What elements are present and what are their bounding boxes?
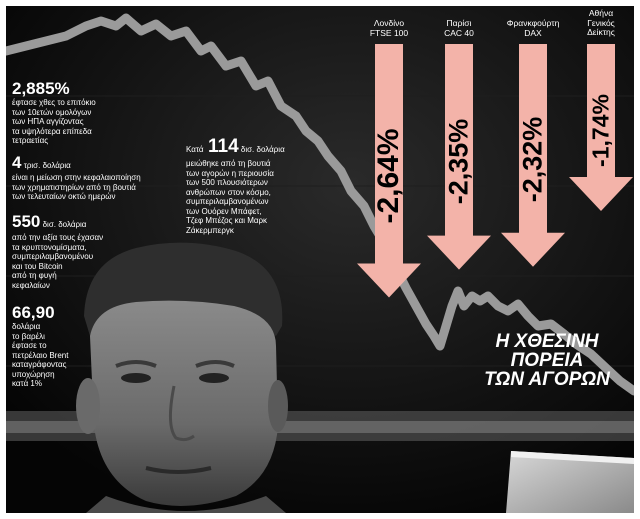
stat-line: Τζεφ Μπέζος και Μαρκ bbox=[186, 216, 268, 225]
stat-oil-value: 66,90 bbox=[12, 303, 55, 322]
stat-rate: 2,885% έφτασε χθες το επιτόκιο των 10ετώ… bbox=[12, 80, 96, 146]
headline-line: ΤΩΝ ΑΓΟΡΩΝ bbox=[484, 369, 610, 390]
stat-line: το βαρέλι bbox=[12, 331, 45, 341]
stat-line: των Ουόρεν Μπάφετ, bbox=[186, 206, 262, 216]
stat-line: των ΗΠΑ αγγίζοντας bbox=[12, 117, 84, 126]
stat-oil: 66,90 δολάρια το βαρέλι έφτασε το πετρέλ… bbox=[12, 304, 68, 389]
market-index: Γενικός bbox=[587, 17, 615, 28]
stat-line: των 500 πλουσιότερων bbox=[186, 178, 268, 187]
stat-line: και του Bitcoin bbox=[12, 261, 63, 271]
stat-line: είναι η μείωση στην κεφαλαιοποίηση bbox=[12, 173, 141, 182]
market-city: Παρίσι bbox=[446, 18, 472, 28]
stat-crypto: 550 δισ. δολάρια από την αξία τους έχασα… bbox=[12, 212, 104, 290]
stat-crypto-value: 550 bbox=[12, 212, 41, 231]
market-change-paris: -2,35% bbox=[443, 118, 474, 205]
stat-line: έφτασε χθες το επιτόκιο bbox=[12, 98, 96, 107]
market-index: DAX bbox=[524, 27, 542, 38]
headline-line: Η ΧΘΕΣΙΝΗ bbox=[495, 331, 599, 352]
stat-billionaires-prefix: Κατά bbox=[186, 145, 204, 154]
stat-line: των χρηματιστηρίων από τη βουτιά bbox=[12, 182, 136, 192]
stat-line: τα υψηλότερα επίπεδα bbox=[12, 126, 92, 136]
market-label-frankfurt: Φρανκφούρτη DAX bbox=[498, 18, 568, 38]
market-city: Φρανκφούρτη bbox=[506, 18, 560, 28]
infographic: 2,885% έφτασε χθες το επιτόκιο των 10ετώ… bbox=[6, 6, 634, 513]
market-index: FTSE 100 bbox=[369, 27, 409, 38]
stat-line: Ζάκερμπεργκ bbox=[186, 225, 234, 235]
market-city: Αθήνα bbox=[588, 8, 614, 18]
stat-line: τετραετίας bbox=[12, 136, 49, 145]
arrow-london bbox=[357, 44, 421, 298]
stat-line: κατά 1% bbox=[12, 379, 42, 388]
headline: Η ΧΘΕΣΙΝΗ ΠΟΡΕΙΑ ΤΩΝ ΑΓΟΡΩΝ bbox=[472, 332, 622, 389]
market-change-athens: -1,74% bbox=[587, 94, 614, 168]
stat-line: πετρέλαιο Brent bbox=[12, 350, 69, 360]
stat-market-cap: 4 τρισ. δολάρια είναι η μείωση στην κεφα… bbox=[12, 153, 141, 202]
market-index: CAC 40 bbox=[444, 27, 474, 38]
stat-line: των τελευταίων οκτώ ημερών bbox=[12, 192, 116, 201]
stat-billionaires-value: 114 bbox=[208, 136, 239, 157]
stat-line: από την αξία τους έχασαν bbox=[12, 233, 104, 242]
monitor bbox=[506, 451, 634, 513]
market-index: Δείκτης bbox=[587, 27, 615, 37]
stat-line: ανθρώπων στον κόσμο, bbox=[186, 187, 271, 197]
stat-rate-value: 2,885% bbox=[12, 79, 70, 98]
market-label-athens: Αθήνα Γενικός Δείκτης bbox=[568, 8, 634, 38]
stat-line: των 10ετών ομολόγων bbox=[12, 107, 92, 117]
stat-line: των αγορών η περιουσία bbox=[186, 168, 274, 178]
arrow-frankfurt bbox=[501, 44, 565, 267]
market-city: Λονδίνο bbox=[373, 18, 405, 28]
market-label-paris: Παρίσι CAC 40 bbox=[426, 18, 492, 38]
arrow-paris bbox=[427, 44, 491, 270]
stat-line: δολάρια bbox=[12, 322, 41, 331]
stat-crypto-unit: δισ. δολάρια bbox=[40, 220, 87, 229]
stat-line: καταγράφοντας bbox=[12, 360, 67, 369]
stat-line: μειώθηκε από τη βουτιά bbox=[186, 159, 271, 168]
stat-line: έφτασε το bbox=[12, 341, 47, 350]
stat-market-cap-value: 4 bbox=[12, 153, 22, 172]
arrow-athens bbox=[569, 44, 633, 212]
trader-head bbox=[76, 242, 288, 513]
stat-line: από τη φυγή bbox=[12, 271, 57, 280]
stat-line: τα κρυπτονομίσματα, bbox=[12, 242, 87, 252]
stat-line: συμπεριλαμβανομένων bbox=[186, 197, 269, 206]
stat-market-cap-unit: τρισ. δολάρια bbox=[21, 161, 71, 170]
market-label-london: Λονδίνο FTSE 100 bbox=[354, 18, 424, 38]
stat-line: συμπεριλαμβανομένου bbox=[12, 252, 94, 261]
market-change-london: -2,64% bbox=[372, 128, 405, 224]
stat-billionaires: Κατά 114 δισ. δολάρια μειώθηκε από τη βο… bbox=[186, 136, 285, 235]
headline-line: ΠΟΡΕΙΑ bbox=[510, 350, 584, 371]
market-change-frankfurt: -2,32% bbox=[517, 117, 548, 203]
stat-line: υποχώρηση bbox=[12, 369, 55, 379]
stat-line: κεφαλαίων bbox=[12, 280, 50, 290]
stat-billionaires-unit: δισ. δολάρια bbox=[238, 145, 285, 154]
market-arrows bbox=[357, 44, 633, 298]
